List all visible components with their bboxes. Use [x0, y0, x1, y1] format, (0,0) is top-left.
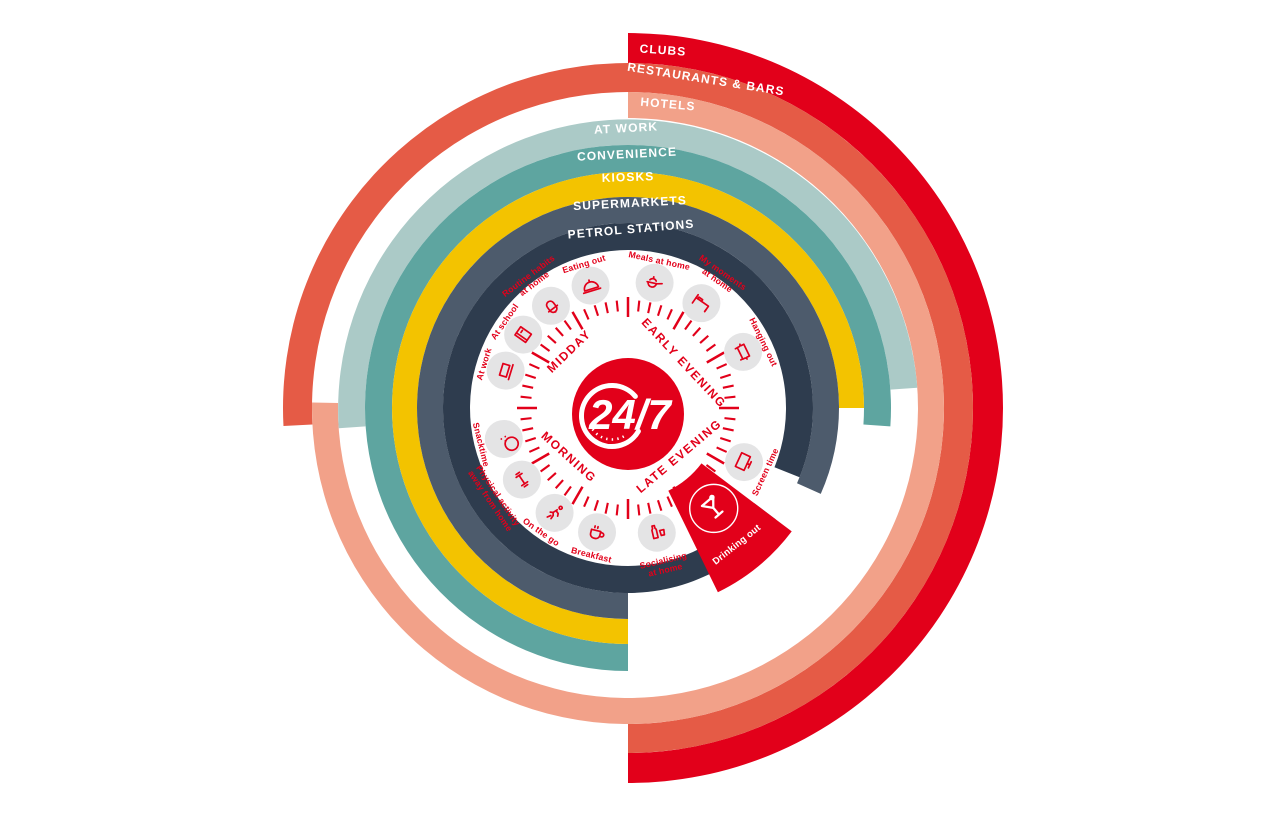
dial-tick-minor	[554, 327, 564, 337]
cocktail-icon	[700, 494, 724, 519]
dial-tick-minor	[563, 485, 572, 496]
dial-tick-major	[531, 351, 550, 364]
moment-icon-circle	[531, 286, 570, 325]
dial-tick-minor	[705, 464, 716, 473]
dial-tick-minor	[520, 417, 532, 421]
dial-tick-minor	[637, 504, 641, 516]
logo-text: 24/7	[588, 391, 672, 438]
dial-tick-minor	[563, 320, 572, 331]
ring-label-at-work: AT WORK	[594, 119, 659, 136]
dial-tick-minor	[666, 496, 673, 508]
moment-icon-circle	[486, 351, 525, 390]
moment-icon-circle	[484, 419, 523, 458]
drinks-icon	[651, 524, 666, 540]
cloche-icon	[582, 279, 602, 295]
bed-icon	[691, 293, 710, 313]
moment-breakfast: Breakfast	[570, 513, 617, 565]
book-icon	[514, 325, 533, 344]
dial-tick-minor	[528, 446, 540, 453]
logo-24-7: 24/7	[572, 358, 684, 470]
dial-tick-minor	[520, 395, 532, 399]
dial-tick-minor	[719, 436, 732, 443]
moment-icon-circle	[535, 493, 574, 532]
dial-tick-minor	[656, 304, 663, 317]
dial-tick-minor	[522, 384, 534, 389]
dumbbell-icon	[515, 471, 529, 488]
dial-tick-minor	[547, 472, 557, 482]
dial-tick-minor	[719, 373, 732, 380]
moment-icon-circle	[682, 284, 721, 323]
dial-tick-minor	[547, 334, 557, 344]
dial-tick-minor	[705, 343, 716, 352]
dial-tick-minor	[524, 373, 537, 380]
dial-tick-minor	[647, 302, 652, 314]
ring-label-hotels: HOTELS	[640, 95, 696, 114]
highlight-icon-circle	[689, 483, 739, 534]
dial-tick-minor	[724, 417, 736, 421]
ring-label-kiosks: KIOSKS	[601, 169, 654, 185]
dial-tick-minor	[593, 499, 600, 512]
drinking-out-wedge-shape	[668, 463, 792, 593]
snack-icon	[500, 435, 520, 452]
dial-tick-minor	[637, 300, 641, 312]
ring-label-supermarkets: SUPERMARKETS	[573, 193, 687, 213]
dial-tick-minor	[522, 427, 534, 432]
drinking-out-highlight-wedge: Drinking out	[668, 463, 792, 593]
dial-tick-minor	[716, 446, 728, 453]
laptop-icon	[498, 362, 514, 381]
dial-tick-major	[706, 452, 725, 465]
dial-tick-minor	[528, 363, 540, 370]
monitor-icon	[734, 451, 753, 472]
sofa-icon	[734, 343, 751, 361]
dial-tick-minor	[524, 436, 537, 443]
dial-tick-minor	[540, 343, 551, 352]
dial-tick-minor	[604, 502, 609, 514]
dial-tick-major	[672, 311, 685, 330]
dial-tick-minor	[692, 327, 702, 337]
moment-icon-circle	[578, 513, 617, 552]
coffee-cup-icon	[589, 525, 605, 540]
logo-swoosh-arc	[579, 383, 641, 449]
dial-tick-major	[531, 452, 550, 465]
bell-icon	[545, 300, 559, 314]
moment-icon-circle	[725, 443, 764, 482]
ring-label-clubs: CLUBS	[639, 41, 687, 58]
dial-tick-minor	[647, 502, 652, 514]
moment-icon-circle	[504, 315, 543, 354]
dial-tick-minor	[554, 479, 564, 489]
moment-icon-circle	[571, 266, 610, 305]
ring-label-convenience: CONVENIENCE	[577, 144, 678, 163]
dial-tick-minor	[722, 427, 734, 432]
dial-tick-minor	[604, 302, 609, 314]
dial-tick-major	[706, 351, 725, 364]
dial-tick-minor	[656, 499, 663, 512]
dial-tick-minor	[722, 384, 734, 389]
dial-tick-minor	[540, 464, 551, 473]
pan-icon	[646, 275, 663, 288]
dial-tick-minor	[716, 363, 728, 370]
moment-at-school: At school	[489, 302, 543, 354]
moment-at-work: At work	[474, 347, 525, 390]
dial-tick-minor	[583, 496, 590, 508]
dial-tick-minor	[666, 308, 673, 320]
time-label-midday: MIDDAY	[544, 327, 594, 376]
dial-tick-minor	[684, 320, 693, 331]
dial-tick-minor	[724, 395, 736, 399]
dial-tick-major	[571, 311, 584, 330]
dial-tick-minor	[615, 504, 619, 516]
dial-tick-minor	[593, 304, 600, 317]
dial-tick-minor	[699, 334, 709, 344]
dial-tick-minor	[583, 308, 590, 320]
walking-icon	[546, 505, 563, 520]
dial-tick-major	[571, 486, 584, 505]
dial-tick-minor	[615, 300, 619, 312]
moment-icon-circle	[724, 332, 763, 371]
